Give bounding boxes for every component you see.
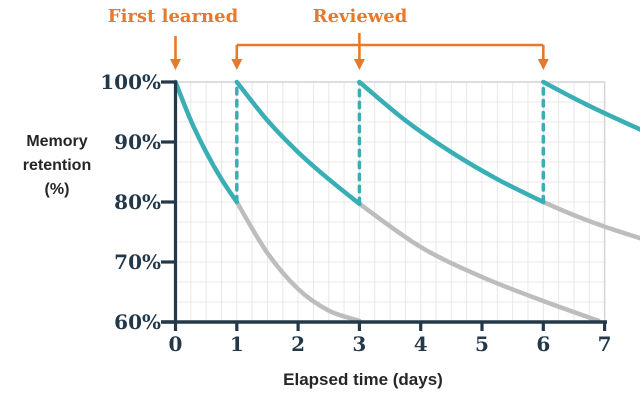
x-tick-label-1: 1 — [229, 332, 244, 356]
y-tick-label-100: 100% — [100, 70, 161, 94]
x-tick-label-2: 2 — [291, 332, 306, 356]
y-tick-label-60: 60% — [114, 310, 161, 334]
review-reset-dashed-lines — [235, 80, 546, 206]
x-tick-label-7: 7 — [597, 332, 612, 356]
y-axis-title: Memory retention (%) — [5, 130, 109, 202]
x-tick-label-4: 4 — [413, 332, 428, 356]
y-axis-title-line3: (%) — [44, 181, 70, 198]
annotation-arrowhead-icon — [170, 59, 181, 70]
y-axis-title-line2: retention — [22, 157, 92, 174]
x-axis-title: Elapsed time (days) — [283, 370, 443, 389]
forgetting-without-review-curves — [234, 199, 640, 324]
retention-with-review-segment — [541, 79, 640, 132]
first-learned-label: First learned — [107, 6, 239, 27]
annotation-arrowhead-icon — [537, 59, 549, 70]
retention-with-review-segment — [234, 79, 362, 207]
retention-with-review-curves — [173, 79, 640, 207]
annotation-arrowhead-icon — [231, 59, 243, 70]
y-tick-label-70: 70% — [114, 250, 161, 274]
retention-with-review-segment — [173, 79, 240, 205]
retention-with-review-segment — [357, 79, 546, 205]
x-tick-label-0: 0 — [168, 332, 183, 356]
axes-and-ticks — [161, 80, 607, 331]
annotation-arrowhead-icon — [353, 59, 365, 70]
forgetting-without-review-segment — [234, 199, 362, 324]
y-axis-title-line1: Memory — [26, 133, 88, 150]
y-tick-label-90: 90% — [114, 130, 161, 154]
annotation-arrows — [170, 33, 549, 70]
x-tick-label-3: 3 — [352, 332, 367, 356]
forgetting-without-review-segment — [357, 201, 601, 324]
x-tick-label-5: 5 — [475, 332, 489, 356]
y-tick-label-80: 80% — [114, 190, 161, 214]
reviewed-label: Reviewed — [312, 6, 408, 27]
x-tick-label-6: 6 — [536, 332, 551, 356]
forgetting-without-review-segment — [541, 199, 640, 241]
